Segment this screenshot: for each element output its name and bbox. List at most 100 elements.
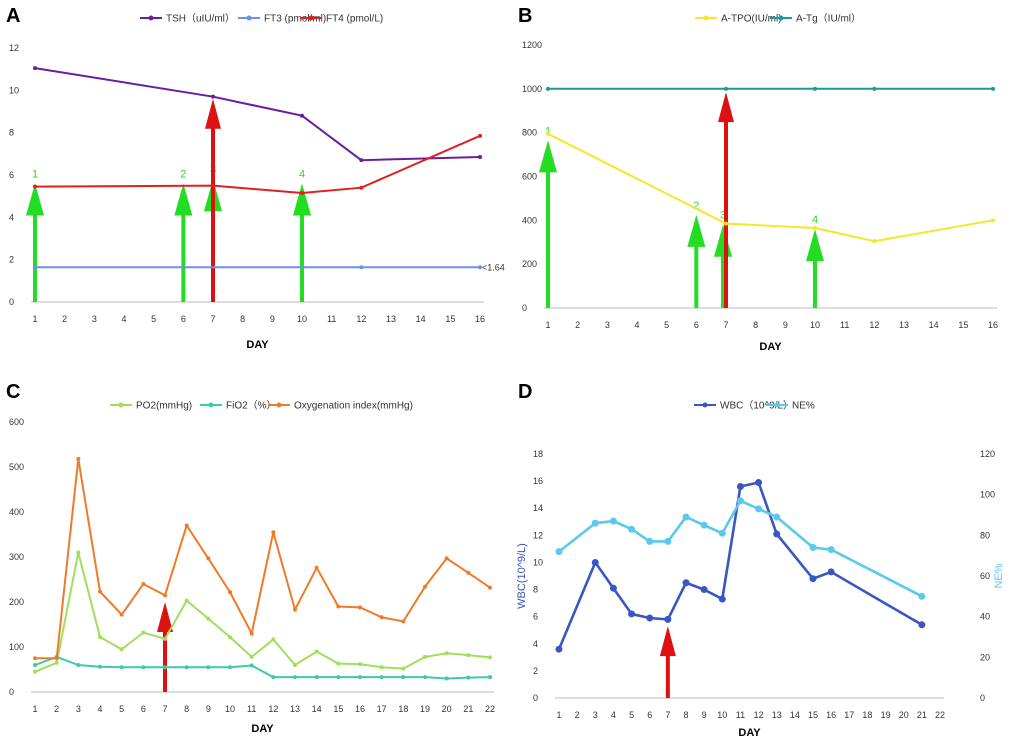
data-point [700,586,708,594]
data-point [628,525,636,533]
data-point [336,675,341,680]
data-point [206,556,211,561]
y-tick-label: 4 [533,639,538,649]
arrow-head-red [659,626,676,657]
data-point [249,631,254,636]
y-tick-label: 2 [9,255,14,265]
data-point [314,675,319,680]
y-tick-label: 0 [522,303,527,313]
legend-marker [702,402,708,408]
x-tick-label: 10 [717,710,727,720]
y-axis-label: WBC(10^9/L) [516,543,528,609]
data-point [271,637,276,642]
data-point [827,568,835,576]
data-point [591,519,599,527]
y-tick-label: 0 [9,297,14,307]
data-point [718,595,726,603]
arrow-head-green [26,183,44,216]
data-point [682,579,690,587]
y-right-axis-label: NE% [993,563,1005,588]
legend-label: A-Tg（IU/ml） [796,13,861,25]
series-line [34,67,481,162]
data-point [827,546,835,554]
arrow-head-green [806,229,824,262]
legend-marker [276,402,282,408]
arrow-label: 3 [720,210,726,222]
data-point [98,664,102,669]
legend-label: Oxygenation index(mmHg) [294,401,413,412]
y-tick-label: 18 [533,449,543,459]
x-tick-label: 18 [398,704,408,714]
legend-label: PO2(mmHg) [136,401,192,412]
legend-marker [208,402,214,408]
x-tick-label: 20 [442,704,452,714]
x-tick-label: 11 [736,710,745,720]
y-right-tick-label: 40 [980,612,990,622]
data-point [736,497,744,505]
data-point [809,544,817,552]
y-tick-label: 800 [522,128,537,138]
y-tick-label: 0 [9,687,14,697]
data-point [813,226,817,231]
y-tick-label: 12 [9,43,19,53]
data-point [466,570,471,575]
x-tick-label: 17 [377,704,387,714]
arrow-head-green [293,183,311,216]
data-point [444,556,449,561]
arrow-label: 4 [299,168,305,180]
x-tick-label: 9 [270,314,275,324]
x-tick-label: 6 [647,710,652,720]
series-line [34,552,491,673]
legend-label: TSH（uIU/ml） [166,13,235,25]
data-point [119,647,124,652]
x-tick-label: 14 [416,314,426,324]
y-tick-label: 400 [522,215,537,225]
x-tick-label: 8 [683,710,688,720]
data-point [184,523,189,528]
arrow-label: 1 [32,168,38,180]
x-tick-label: 9 [783,320,788,330]
x-tick-label: 5 [151,314,156,324]
data-point [293,675,297,680]
x-tick-label: 15 [808,710,818,720]
arrow-head-red [205,98,221,129]
data-point [401,675,406,680]
data-point [141,582,146,586]
x-tick-label: 19 [420,704,430,714]
panel-letter: C [6,381,20,403]
data-point [228,635,232,640]
arrow-head-green [539,140,557,173]
x-tick-label: 14 [790,710,800,720]
data-point [141,630,146,635]
x-tick-label: 1 [556,710,561,720]
data-point [33,184,37,189]
arrow-label: 2 [180,168,186,180]
data-point [358,675,362,680]
data-point [401,666,406,671]
x-tick-label: 2 [54,704,59,714]
data-point [271,530,276,535]
data-point [336,661,341,666]
data-point [546,86,550,91]
data-point [918,621,926,629]
data-point [591,558,599,566]
data-point [54,660,59,665]
x-tick-label: 13 [772,710,782,720]
data-point [119,665,124,670]
x-tick-label: 3 [92,314,97,324]
data-point [33,66,37,71]
data-point [444,676,449,681]
x-tick-label: 14 [312,704,322,714]
y-tick-label: 100 [9,642,24,652]
x-tick-label: 13 [899,320,909,330]
legend-label: FT3 (pmol/ml) [264,14,326,25]
legend-marker [118,402,124,408]
data-point [546,131,550,136]
x-tick-label: 5 [119,704,124,714]
data-point [488,655,492,660]
y-tick-label: 12 [533,530,543,540]
data-point [724,221,728,226]
y-right-tick-label: 0 [980,693,985,703]
legend-label: A-TPO(IU/ml) [721,14,782,25]
